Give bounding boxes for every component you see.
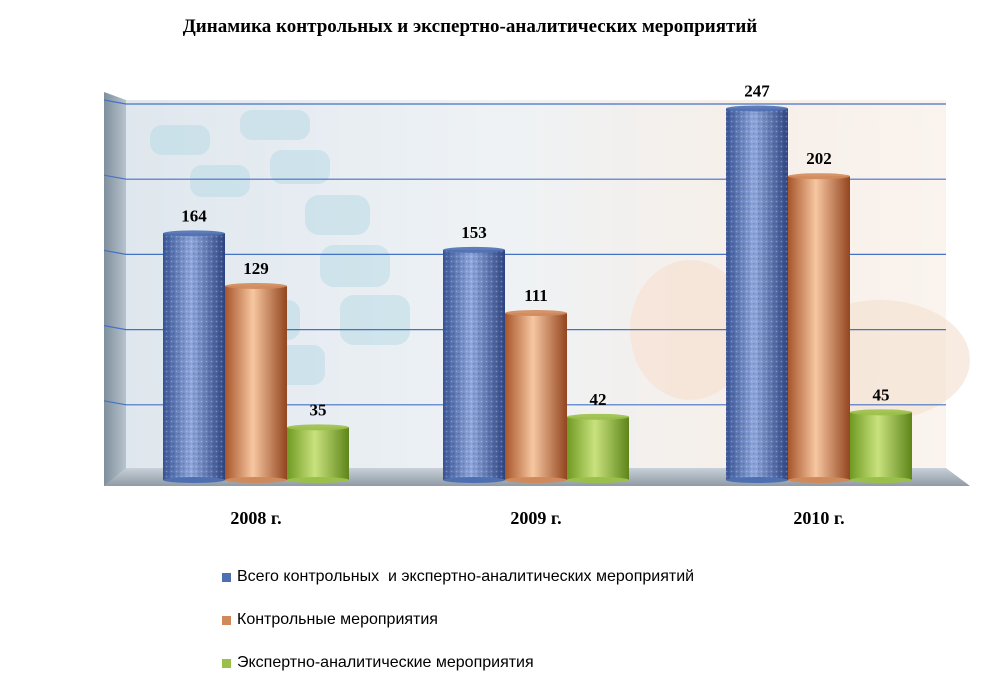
- bar: [505, 313, 567, 480]
- grid-line-side: [103, 325, 127, 331]
- bar-base: [443, 477, 505, 483]
- data-label: 153: [461, 223, 487, 242]
- data-labels: 164 129 35 153 111 42 247 202 45: [181, 82, 889, 420]
- bar-base: [505, 477, 567, 483]
- legend: Всего контрольных и экспертно-аналитичес…: [222, 566, 694, 695]
- x-tick-label: 2009 г.: [510, 508, 561, 528]
- bar-base: [788, 477, 850, 483]
- grid-line-side: [103, 249, 127, 255]
- legend-label: Экспертно-аналитические мероприятия: [237, 654, 534, 671]
- grid-line-side: [103, 99, 127, 105]
- data-label: 42: [590, 390, 607, 409]
- bar-texture: [443, 249, 505, 480]
- bar-base: [287, 477, 349, 483]
- bar: [287, 427, 349, 480]
- bar-top: [163, 230, 225, 237]
- legend-label: Контрольные мероприятия: [237, 611, 438, 628]
- bar-top: [850, 409, 912, 416]
- grid-line-side: [103, 174, 127, 180]
- x-tick-label: 2008 г.: [230, 508, 281, 528]
- x-tick-labels: 2008 г. 2009 г. 2010 г.: [230, 508, 844, 528]
- legend-swatch: [222, 572, 231, 582]
- x-tick-label: 2010 г.: [793, 508, 844, 528]
- bar-base: [850, 477, 912, 483]
- data-label: 247: [744, 82, 770, 101]
- bar: [567, 416, 629, 480]
- grid-line-side: [103, 400, 127, 406]
- legend-swatch: [222, 658, 231, 668]
- bar-texture: [163, 233, 225, 480]
- bar-top: [505, 310, 567, 317]
- bar-base: [225, 477, 287, 483]
- bar: [225, 285, 287, 480]
- bar-base: [163, 477, 225, 483]
- data-label: 111: [524, 286, 548, 305]
- bar-base: [567, 477, 629, 483]
- data-label: 45: [873, 385, 890, 404]
- bar-top: [726, 105, 788, 112]
- legend-item: Контрольные мероприятия: [222, 609, 694, 631]
- legend-item: Всего контрольных и экспертно-аналитичес…: [222, 566, 694, 588]
- legend-item: Экспертно-аналитические мероприятия: [222, 652, 694, 674]
- bar: [850, 412, 912, 480]
- bars: [163, 105, 912, 483]
- data-label: 35: [310, 400, 327, 419]
- data-label: 164: [181, 206, 207, 225]
- bar-top: [287, 424, 349, 431]
- bar: [788, 176, 850, 480]
- bar-texture: [726, 108, 788, 481]
- bar-base: [726, 477, 788, 483]
- left-wall: [104, 92, 126, 486]
- legend-swatch: [222, 615, 231, 625]
- bar-top: [788, 173, 850, 180]
- legend-label: Всего контрольных и экспертно-аналитичес…: [237, 568, 695, 585]
- data-label: 202: [806, 149, 832, 168]
- chart-title: Динамика контрольных и экспертно-аналити…: [182, 16, 758, 37]
- bar-top: [567, 413, 629, 420]
- bar-top: [443, 246, 505, 253]
- data-label: 129: [243, 259, 269, 278]
- bar-top: [225, 282, 287, 289]
